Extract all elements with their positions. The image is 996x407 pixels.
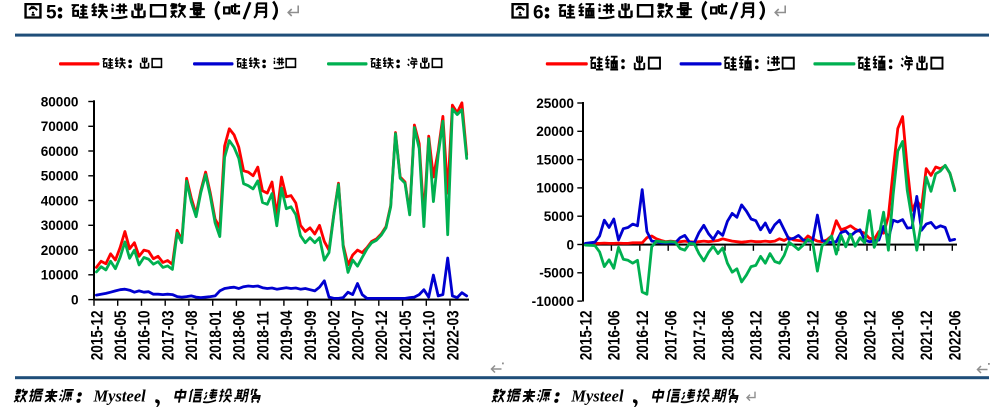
svg-text:2016-05: 2016-05: [112, 310, 131, 360]
svg-text:2018-12: 2018-12: [747, 310, 766, 360]
svg-text:2021-12: 2021-12: [918, 310, 937, 360]
svg-text:2019-04: 2019-04: [278, 310, 297, 360]
svg-text:2017-06: 2017-06: [662, 310, 681, 360]
svg-text:2016-10: 2016-10: [135, 310, 154, 360]
svg-text:60000: 60000: [41, 144, 79, 159]
svg-text:2017-12: 2017-12: [691, 310, 710, 360]
svg-text:10000: 10000: [536, 181, 574, 196]
svg-text:-5000: -5000: [539, 266, 574, 281]
svg-text:2015-12: 2015-12: [88, 310, 107, 360]
svg-text:5: 5: [46, 3, 57, 24]
svg-text:20000: 20000: [41, 243, 79, 258]
svg-text:5000: 5000: [544, 209, 574, 224]
svg-text:2019-12: 2019-12: [804, 310, 823, 360]
svg-text:2018-01: 2018-01: [207, 310, 226, 360]
svg-text:2019-09: 2019-09: [302, 310, 321, 360]
svg-text:2018-06: 2018-06: [230, 310, 249, 360]
svg-text:2021-05: 2021-05: [397, 310, 416, 360]
svg-text:20000: 20000: [536, 124, 574, 139]
svg-text:2020-07: 2020-07: [349, 310, 368, 360]
svg-text:-10000: -10000: [532, 294, 574, 309]
svg-text:2022-06: 2022-06: [946, 310, 965, 360]
svg-text:70000: 70000: [41, 119, 79, 134]
svg-text:2016-06: 2016-06: [605, 310, 624, 360]
svg-text:0: 0: [566, 237, 574, 252]
svg-text:6: 6: [533, 3, 544, 24]
svg-text:2018-11: 2018-11: [254, 311, 273, 360]
svg-text:2016-12: 2016-12: [634, 310, 653, 360]
svg-text:2022-03: 2022-03: [444, 310, 463, 360]
svg-text:10000: 10000: [41, 268, 79, 283]
svg-text:2021-06: 2021-06: [889, 310, 908, 360]
svg-text:2019-06: 2019-06: [776, 310, 795, 360]
svg-text:2020-02: 2020-02: [325, 310, 344, 360]
svg-text:Mysteel: Mysteel: [570, 387, 624, 406]
svg-text:2018-06: 2018-06: [719, 310, 738, 360]
svg-text:80000: 80000: [41, 94, 79, 109]
svg-text:2020-12: 2020-12: [861, 310, 880, 360]
svg-text:15000: 15000: [536, 152, 574, 167]
svg-text:0: 0: [71, 292, 79, 307]
svg-text:Mysteel: Mysteel: [93, 387, 147, 406]
svg-text:2021-10: 2021-10: [420, 310, 439, 360]
svg-text:50000: 50000: [41, 169, 79, 184]
svg-text:2017-08: 2017-08: [183, 310, 202, 360]
svg-text:2017-03: 2017-03: [159, 310, 178, 360]
svg-text:40000: 40000: [41, 193, 79, 208]
svg-text:30000: 30000: [41, 218, 79, 233]
svg-text:2015-12: 2015-12: [577, 310, 596, 360]
svg-text:25000: 25000: [536, 96, 574, 111]
svg-text:2020-06: 2020-06: [833, 310, 852, 360]
svg-text:2020-12: 2020-12: [373, 310, 392, 360]
